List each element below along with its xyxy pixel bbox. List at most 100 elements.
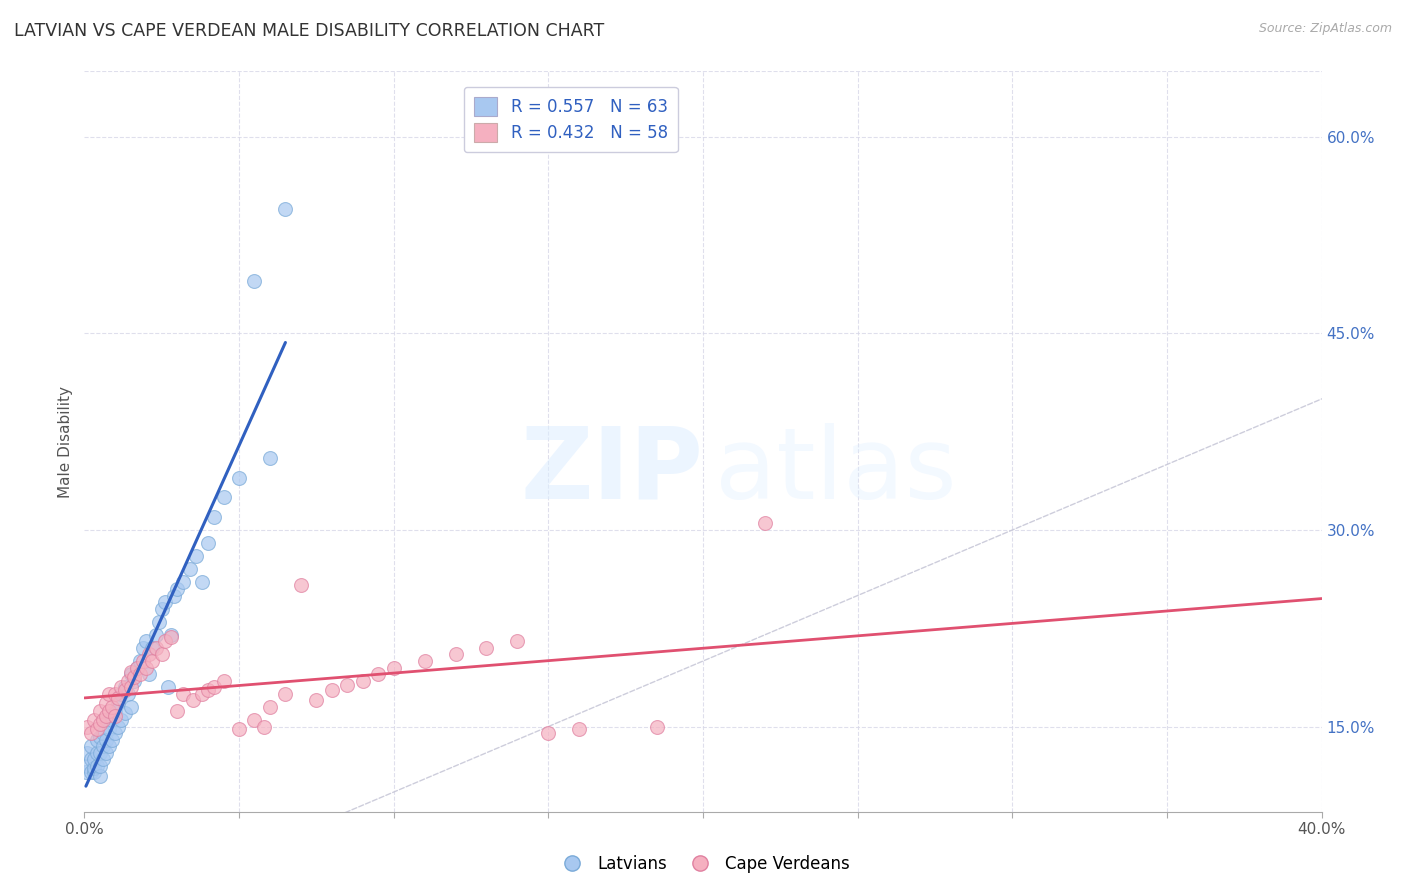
Point	[191, 687, 214, 701]
Text: Source: ZipAtlas.com: Source: ZipAtlas.com	[1258, 22, 1392, 36]
Point	[156, 680, 179, 694]
Point	[160, 631, 183, 645]
Point	[107, 696, 129, 710]
Point	[83, 752, 105, 766]
Point	[120, 665, 142, 679]
Point	[129, 667, 152, 681]
Point	[86, 722, 108, 736]
Point	[202, 680, 225, 694]
Point	[191, 575, 214, 590]
Point	[135, 660, 157, 674]
Point	[125, 660, 148, 674]
Point	[76, 720, 98, 734]
Point	[101, 732, 124, 747]
Point	[79, 739, 101, 754]
Point	[86, 759, 108, 773]
Point	[98, 687, 121, 701]
Point	[202, 509, 225, 524]
Point	[83, 713, 105, 727]
Point	[172, 687, 194, 701]
Point	[336, 678, 359, 692]
Point	[110, 713, 132, 727]
Point	[91, 713, 114, 727]
Point	[145, 640, 167, 655]
Point	[129, 654, 152, 668]
Point	[104, 709, 127, 723]
Point	[138, 648, 160, 662]
Point	[274, 687, 297, 701]
Point	[132, 640, 155, 655]
Point	[89, 730, 111, 744]
Point	[94, 713, 117, 727]
Y-axis label: Male Disability: Male Disability	[58, 385, 73, 498]
Point	[352, 673, 374, 688]
Point	[253, 720, 276, 734]
Point	[153, 634, 176, 648]
Point	[89, 704, 111, 718]
Point	[89, 759, 111, 773]
Point	[413, 654, 436, 668]
Point	[382, 660, 405, 674]
Point	[125, 660, 148, 674]
Point	[160, 628, 183, 642]
Point	[537, 726, 560, 740]
Point	[150, 601, 173, 615]
Point	[148, 615, 170, 629]
Point	[444, 648, 467, 662]
Point	[305, 693, 328, 707]
Point	[104, 687, 127, 701]
Legend: R = 0.557   N = 63, R = 0.432   N = 58: R = 0.557 N = 63, R = 0.432 N = 58	[464, 87, 678, 153]
Point	[754, 516, 776, 531]
Point	[228, 470, 250, 484]
Point	[91, 726, 114, 740]
Point	[91, 752, 114, 766]
Point	[172, 575, 194, 590]
Point	[122, 673, 145, 688]
Point	[120, 667, 142, 681]
Point	[83, 765, 105, 780]
Point	[181, 693, 204, 707]
Point	[94, 709, 117, 723]
Point	[110, 680, 132, 694]
Point	[184, 549, 207, 564]
Point	[243, 274, 266, 288]
Point	[212, 490, 235, 504]
Point	[153, 595, 176, 609]
Point	[274, 202, 297, 216]
Point	[166, 704, 188, 718]
Point	[475, 640, 498, 655]
Point	[367, 667, 389, 681]
Point	[101, 699, 124, 714]
Point	[79, 752, 101, 766]
Point	[98, 739, 121, 754]
Point	[117, 687, 139, 701]
Point	[94, 732, 117, 747]
Point	[79, 726, 101, 740]
Point	[197, 536, 219, 550]
Point	[163, 589, 186, 603]
Point	[89, 769, 111, 783]
Point	[321, 682, 343, 697]
Point	[104, 704, 127, 718]
Point	[166, 582, 188, 596]
Point	[83, 762, 105, 776]
Point	[135, 634, 157, 648]
Point	[243, 713, 266, 727]
Point	[117, 673, 139, 688]
Point	[107, 720, 129, 734]
Point	[259, 699, 281, 714]
Point	[79, 765, 101, 780]
Point	[101, 713, 124, 727]
Point	[568, 722, 591, 736]
Point	[120, 699, 142, 714]
Point	[141, 654, 163, 668]
Text: ZIP: ZIP	[520, 423, 703, 520]
Point	[141, 640, 163, 655]
Point	[120, 680, 142, 694]
Point	[91, 739, 114, 754]
Point	[179, 562, 201, 576]
Point	[228, 722, 250, 736]
Text: atlas: atlas	[716, 423, 957, 520]
Point	[114, 706, 136, 721]
Point	[110, 687, 132, 701]
